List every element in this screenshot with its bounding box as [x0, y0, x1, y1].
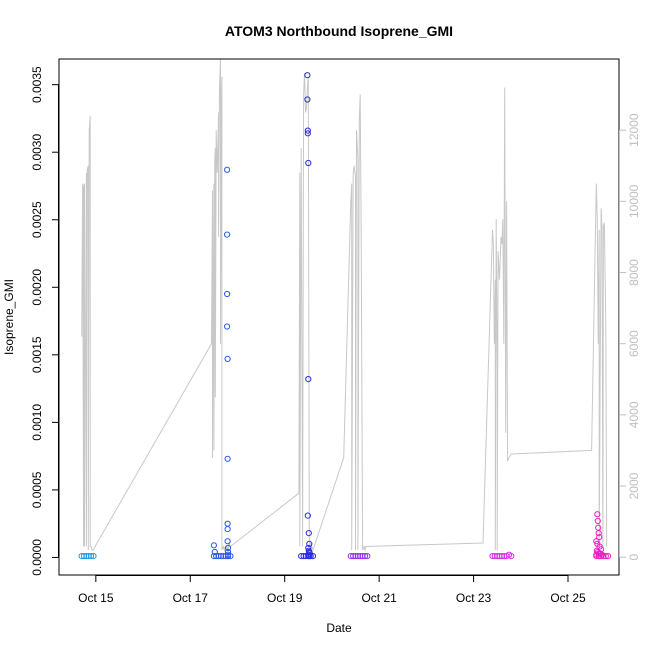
- data-point: [304, 96, 311, 103]
- data-point: [211, 548, 218, 556]
- chart-title: ATOM3 Northbound Isoprene_GMI: [225, 23, 453, 39]
- data-point: [594, 517, 601, 525]
- data-point: [80, 553, 88, 560]
- data-point: [210, 542, 217, 549]
- x-tick-label: Oct 23: [456, 591, 492, 605]
- y2-tick-label: 2000: [627, 472, 641, 499]
- altitude-line: [81, 58, 608, 553]
- data-point: [224, 538, 231, 545]
- y2-tick-label: 6000: [627, 330, 641, 357]
- data-point: [494, 553, 501, 560]
- y2-tick-label: 10000: [627, 184, 641, 218]
- y-axis-label: Isoprene_GMI: [2, 279, 16, 355]
- x-tick-label: Oct 15: [78, 591, 114, 605]
- data-point: [593, 538, 600, 545]
- x-tick-label: Oct 25: [550, 591, 586, 605]
- data-point: [305, 376, 312, 383]
- data-point: [602, 553, 609, 560]
- data-point: [224, 553, 232, 560]
- x-tick-label: Oct 19: [267, 591, 303, 605]
- y2-tick-label: 0: [627, 554, 641, 561]
- y2-tick-label: 8000: [627, 259, 641, 286]
- data-point: [90, 553, 97, 560]
- data-point: [350, 553, 357, 560]
- y-tick-label: 0.0005: [30, 471, 44, 508]
- data-point: [304, 72, 311, 79]
- x-tick-label: Oct 17: [173, 591, 209, 605]
- data-point: [595, 524, 602, 531]
- data-point: [306, 540, 313, 548]
- data-point: [306, 550, 313, 557]
- data-point: [593, 551, 600, 558]
- data-point: [224, 231, 231, 238]
- y2-tick-label: 4000: [627, 401, 641, 428]
- data-point: [224, 455, 231, 462]
- x-axis: Oct 15 Oct 17 Oct 19 Oct 21 Oct 23 Oct 25: [78, 575, 586, 605]
- data-point: [224, 166, 231, 173]
- data-point: [224, 526, 231, 533]
- y2-axis: 0 2000 4000 6000 8000 10000 12000: [619, 113, 641, 561]
- data-point: [596, 534, 603, 541]
- data-point: [224, 544, 232, 552]
- data-point: [596, 553, 603, 560]
- plot-frame: [58, 58, 620, 576]
- data-point: [305, 544, 312, 552]
- data-point: [224, 355, 231, 362]
- data-point: [298, 553, 305, 560]
- data-point: [306, 553, 313, 560]
- y-tick-label: 0.0025: [30, 201, 44, 238]
- data-point: [224, 323, 231, 330]
- y-tick-label: 0.0000: [30, 539, 44, 576]
- data-point: [88, 553, 95, 560]
- data-point: [364, 553, 371, 560]
- data-point: [224, 548, 232, 556]
- data-point: [304, 127, 311, 134]
- data-point: [361, 553, 369, 560]
- data-point: [359, 553, 366, 560]
- data-point: [224, 520, 231, 527]
- x-axis-label: Date: [326, 621, 352, 635]
- points-layer: [78, 72, 612, 560]
- altitude-layer: [81, 58, 608, 553]
- data-point: [508, 553, 515, 560]
- y-tick-label: 0.0015: [30, 336, 44, 373]
- data-point: [305, 551, 312, 558]
- data-point: [605, 553, 612, 560]
- data-point: [224, 290, 231, 298]
- y-axis: 0.0000 0.0005 0.0010 0.0015 0.0020 0.0025 0.00…: [30, 66, 59, 576]
- y-tick-label: 0.0010: [30, 404, 44, 441]
- y-tick-label: 0.0020: [30, 269, 44, 306]
- y-tick-label: 0.0035: [30, 66, 44, 103]
- data-point: [83, 553, 90, 560]
- data-point: [594, 511, 601, 518]
- data-point: [595, 530, 602, 537]
- data-point: [305, 530, 312, 537]
- data-point: [305, 159, 312, 167]
- data-point: [304, 512, 311, 519]
- y-tick-label: 0.0030: [30, 134, 44, 171]
- y2-tick-label: 12000: [627, 113, 641, 147]
- x-tick-label: Oct 21: [361, 591, 397, 605]
- data-point: [304, 130, 311, 137]
